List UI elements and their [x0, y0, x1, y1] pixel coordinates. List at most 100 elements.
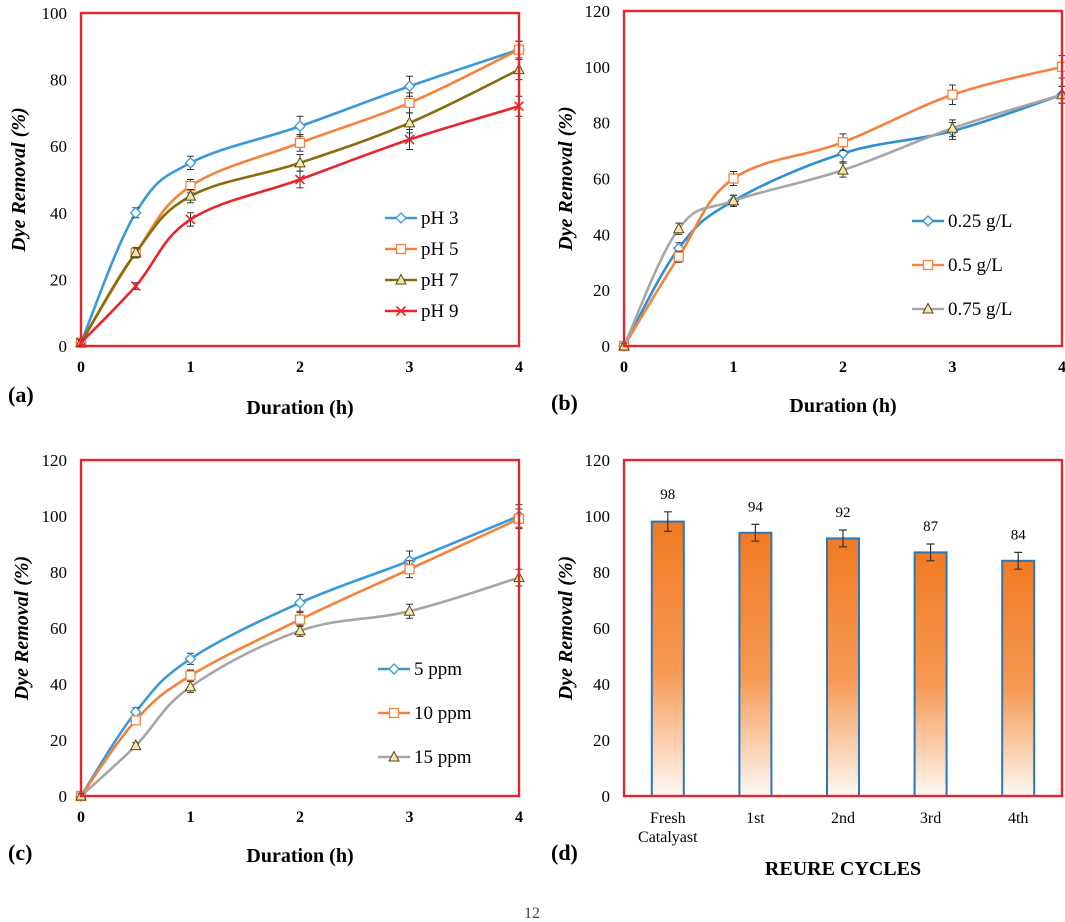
y-tick-label: 120 — [585, 2, 611, 21]
bar — [1001, 559, 1036, 797]
legend-marker — [388, 663, 400, 675]
legend-entry: pH 3 — [385, 208, 458, 229]
panel-a: (a) 0 20 40 60 80 100 Dye Removal (%) 0 1 2 3 4 Durat… — [8, 4, 525, 419]
data-point — [404, 564, 415, 575]
x-tick-label: 2 — [296, 359, 304, 376]
y-tick-label: 20 — [593, 281, 610, 300]
x-tick-label: 0 — [77, 359, 85, 376]
x-tick-label: 1st — [746, 810, 765, 827]
panel-label: (d) — [551, 840, 578, 865]
legend-label: pH 3 — [421, 208, 458, 229]
legend-label: 0.25 g/L — [948, 211, 1012, 232]
data-point — [129, 739, 142, 751]
y-tick-label: 0 — [59, 787, 68, 806]
y-tick-label: 60 — [50, 619, 67, 638]
data-label: 94 — [748, 499, 764, 515]
x-tick-label: 3 — [406, 809, 414, 826]
legend-entry: pH 5 — [385, 239, 458, 260]
bar — [913, 551, 948, 798]
bar-group: 84 4th — [1001, 527, 1036, 827]
data-point — [672, 222, 685, 234]
bar-group: 92 2nd — [826, 505, 860, 827]
y-axis-title: Dye Removal (%) — [555, 106, 577, 251]
y-axis-title: Dye Removal (%) — [555, 556, 577, 701]
data-point — [673, 251, 684, 262]
data-point — [294, 596, 306, 609]
bar-group: 94 1st — [738, 499, 773, 827]
panel-label: (a) — [8, 382, 34, 407]
data-point — [184, 189, 197, 201]
legend-label: 10 ppm — [414, 703, 472, 724]
data-point — [728, 173, 739, 184]
y-tick-label: 80 — [50, 71, 67, 90]
y-tick-label: 20 — [50, 731, 67, 750]
data-point — [403, 604, 416, 616]
y-tick-label: 40 — [593, 225, 610, 244]
y-tick-label: 100 — [42, 507, 68, 526]
x-tick-label: 0 — [620, 359, 628, 376]
legend-label: pH 7 — [421, 270, 458, 291]
data-point — [129, 246, 142, 258]
series-line — [622, 65, 1063, 347]
legend-label: 0.5 g/L — [948, 255, 1003, 276]
plot-frame — [79, 11, 521, 348]
bar — [738, 531, 773, 797]
bar-group: 98 Fresh Catalyast — [638, 487, 698, 846]
legend-entry: 0.5 g/L — [912, 255, 1003, 276]
data-label: 87 — [923, 519, 939, 535]
legend-marker — [922, 215, 934, 227]
legend-label: pH 9 — [421, 301, 458, 322]
y-tick-label: 120 — [585, 451, 611, 470]
x-axis-title: REURE CYCLES — [765, 858, 921, 880]
data-label: 92 — [836, 505, 851, 521]
data-point — [294, 624, 306, 636]
data-point — [403, 80, 416, 93]
error-bar — [751, 523, 760, 542]
x-tick-label: 4 — [515, 359, 523, 376]
data-point — [185, 670, 196, 681]
y-tick-label: 80 — [50, 563, 67, 582]
legend-marker — [388, 750, 400, 762]
y-tick-label: 100 — [585, 58, 611, 77]
y-tick-label: 0 — [59, 337, 68, 356]
x-tick-label: Catalyast — [638, 829, 698, 846]
y-tick-label: 20 — [593, 731, 610, 750]
series-line — [622, 93, 1063, 347]
y-axis-title: Dye Removal (%) — [8, 107, 30, 252]
legend-entry: 10 ppm — [378, 703, 472, 724]
legend-label: pH 5 — [421, 239, 458, 260]
legend-marker — [922, 302, 934, 314]
data-point — [294, 156, 306, 168]
y-tick-label: 80 — [593, 114, 610, 133]
legend-entry: 0.75 g/L — [912, 299, 1012, 320]
x-axis-title: Duration (h) — [246, 845, 353, 867]
data-point — [130, 715, 141, 726]
bar — [650, 520, 685, 797]
data-point — [184, 652, 197, 665]
data-point — [130, 280, 141, 292]
data-label: 98 — [660, 487, 675, 503]
x-tick-label: 3 — [949, 359, 957, 376]
legend-marker — [395, 305, 407, 317]
data-point — [185, 214, 196, 225]
legend-label: 5 ppm — [414, 659, 462, 680]
data-point — [727, 194, 740, 206]
plot-frame — [79, 458, 521, 798]
series-line — [79, 68, 520, 344]
x-tick-label: 3 — [406, 359, 414, 376]
plot-frame — [622, 9, 1064, 348]
x-tick-label: 1 — [187, 809, 195, 826]
data-point — [184, 680, 197, 692]
legend-entry: pH 7 — [385, 270, 458, 291]
data-point — [294, 120, 306, 133]
y-tick-label: 40 — [50, 204, 67, 223]
data-point — [294, 614, 306, 625]
x-axis-title: Duration (h) — [246, 397, 353, 419]
data-point — [404, 97, 415, 109]
page-number: 12 — [524, 905, 540, 922]
error-bar — [839, 529, 847, 548]
y-tick-label: 80 — [593, 563, 610, 582]
data-point — [837, 163, 849, 175]
error-bar — [663, 511, 672, 532]
